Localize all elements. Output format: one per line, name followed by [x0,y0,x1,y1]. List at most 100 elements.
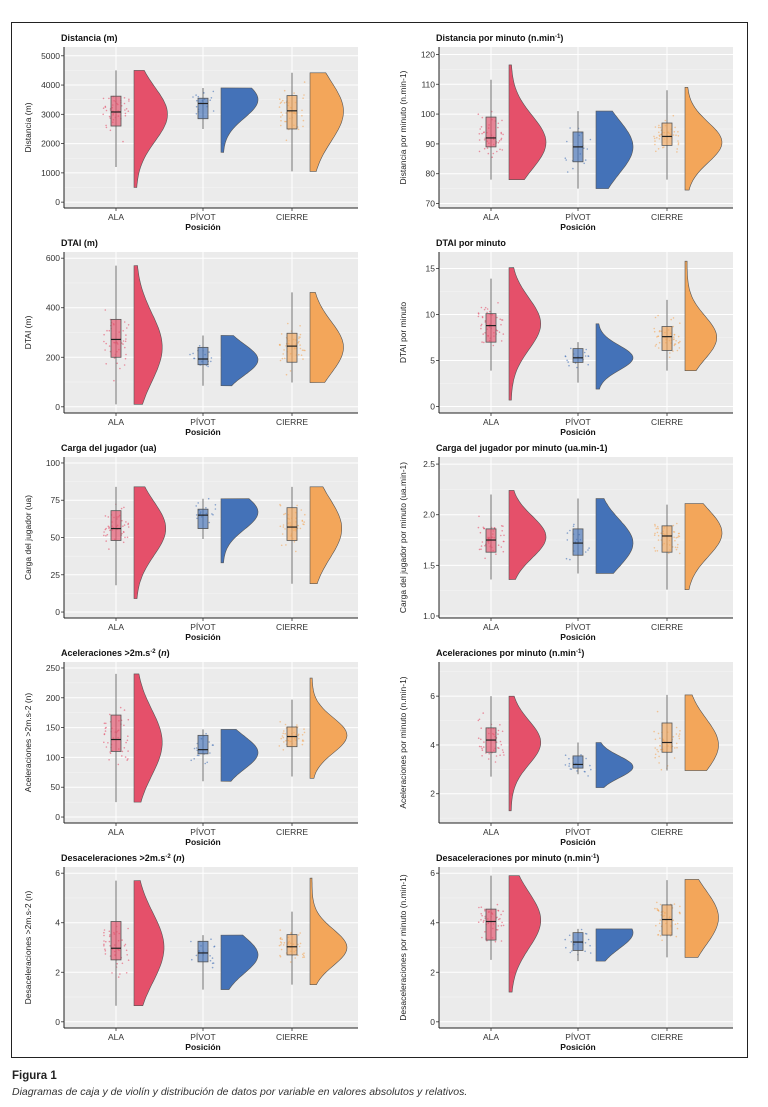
data-point [653,135,655,138]
data-point [568,757,570,760]
chart-panel-2: Distancia por minuto (n.min-1) 70 80 90 100 1… [398,33,733,232]
data-point [477,737,480,739]
x-tick-label: PÍVOT [565,1032,591,1042]
y-tick-label: 5000 [41,51,60,61]
data-point [657,539,660,541]
y-axis-label: Aceleraciones >2m.s-2 (n) [23,693,33,793]
data-point [656,901,658,904]
data-point [655,150,657,153]
data-point [661,939,663,942]
y-tick-label: 75 [51,495,61,505]
data-point [501,730,504,733]
data-point [124,756,127,758]
data-point [299,942,302,945]
data-point [109,529,111,532]
data-point [659,903,662,906]
data-point [495,755,498,757]
data-point [673,343,676,346]
data-point [303,81,306,83]
data-point [503,754,505,756]
chart-panel-4: DTAI por minuto 0 5 10 15 ALA PÍVOT CIERRE Posic… [398,238,733,437]
data-point [480,738,482,741]
data-point [569,768,572,770]
data-point [128,100,130,102]
data-point [282,736,285,739]
data-point [297,342,300,344]
violin-cierre [309,72,344,172]
data-point [493,527,496,529]
data-point [205,732,207,735]
data-point [677,335,680,338]
data-point [487,152,490,155]
data-point [210,360,212,363]
y-tick-label: 200 [46,352,60,362]
y-tick-label: 2.0 [423,510,435,520]
data-point [677,143,680,146]
data-point [502,751,505,754]
data-point [123,97,126,99]
y-tick-label: 250 [46,663,60,673]
data-point [572,167,574,170]
data-point [497,729,500,732]
data-point [122,140,124,143]
data-point [103,340,105,343]
y-tick-label: 3000 [41,109,60,119]
data-point [191,958,193,961]
data-point [298,737,300,740]
data-point [212,90,215,93]
x-tick-label: ALA [483,212,499,222]
data-point [278,745,281,747]
data-point [105,535,107,537]
data-point [207,365,209,368]
data-point [301,743,304,746]
data-point [564,157,567,159]
data-point [214,504,217,506]
data-point [283,102,286,104]
x-axis-label: Posición [185,427,220,437]
data-point [479,531,482,534]
data-point [576,770,578,772]
data-point [568,364,570,367]
data-point [278,944,281,947]
data-point [123,524,126,526]
chart-title: Carga del jugador por minuto (ua.min-1) [436,443,608,453]
x-tick-label: CIERRE [651,827,683,837]
data-point [677,140,679,142]
data-point [284,732,287,735]
data-point [673,536,675,539]
data-point [126,327,128,329]
chart-title: Carga del jugador (ua) [61,443,157,453]
data-point [500,525,503,527]
y-tick-label: 200 [46,693,60,703]
data-point [196,517,198,520]
data-point [299,527,302,530]
data-point [657,335,659,338]
x-axis-label: Posición [560,427,595,437]
data-point [478,906,480,909]
y-tick-label: 50 [51,782,61,792]
data-point [500,924,503,927]
chart-title: Desaceleraciones por minuto (n.min-1) [436,853,599,863]
data-point [658,131,660,134]
y-tick-label: 1000 [41,168,60,178]
data-point [587,775,589,777]
data-point [580,754,582,756]
data-point [656,748,658,751]
data-point [209,959,212,962]
data-point [300,509,303,511]
data-point [299,347,302,350]
data-point [658,930,661,932]
data-point [477,315,480,318]
data-point [109,129,112,132]
data-point [193,747,196,750]
data-point [673,531,676,533]
data-point [664,119,667,122]
data-point [282,944,285,946]
data-point [279,503,281,506]
data-point [480,324,482,327]
chart-title: DTAI por minuto [436,238,506,248]
figure-caption-title: Figura 1 [12,1070,57,1082]
data-point [111,972,113,974]
data-point [108,940,111,943]
chart-title-text: Distancia por minuto (n.min [436,33,555,43]
